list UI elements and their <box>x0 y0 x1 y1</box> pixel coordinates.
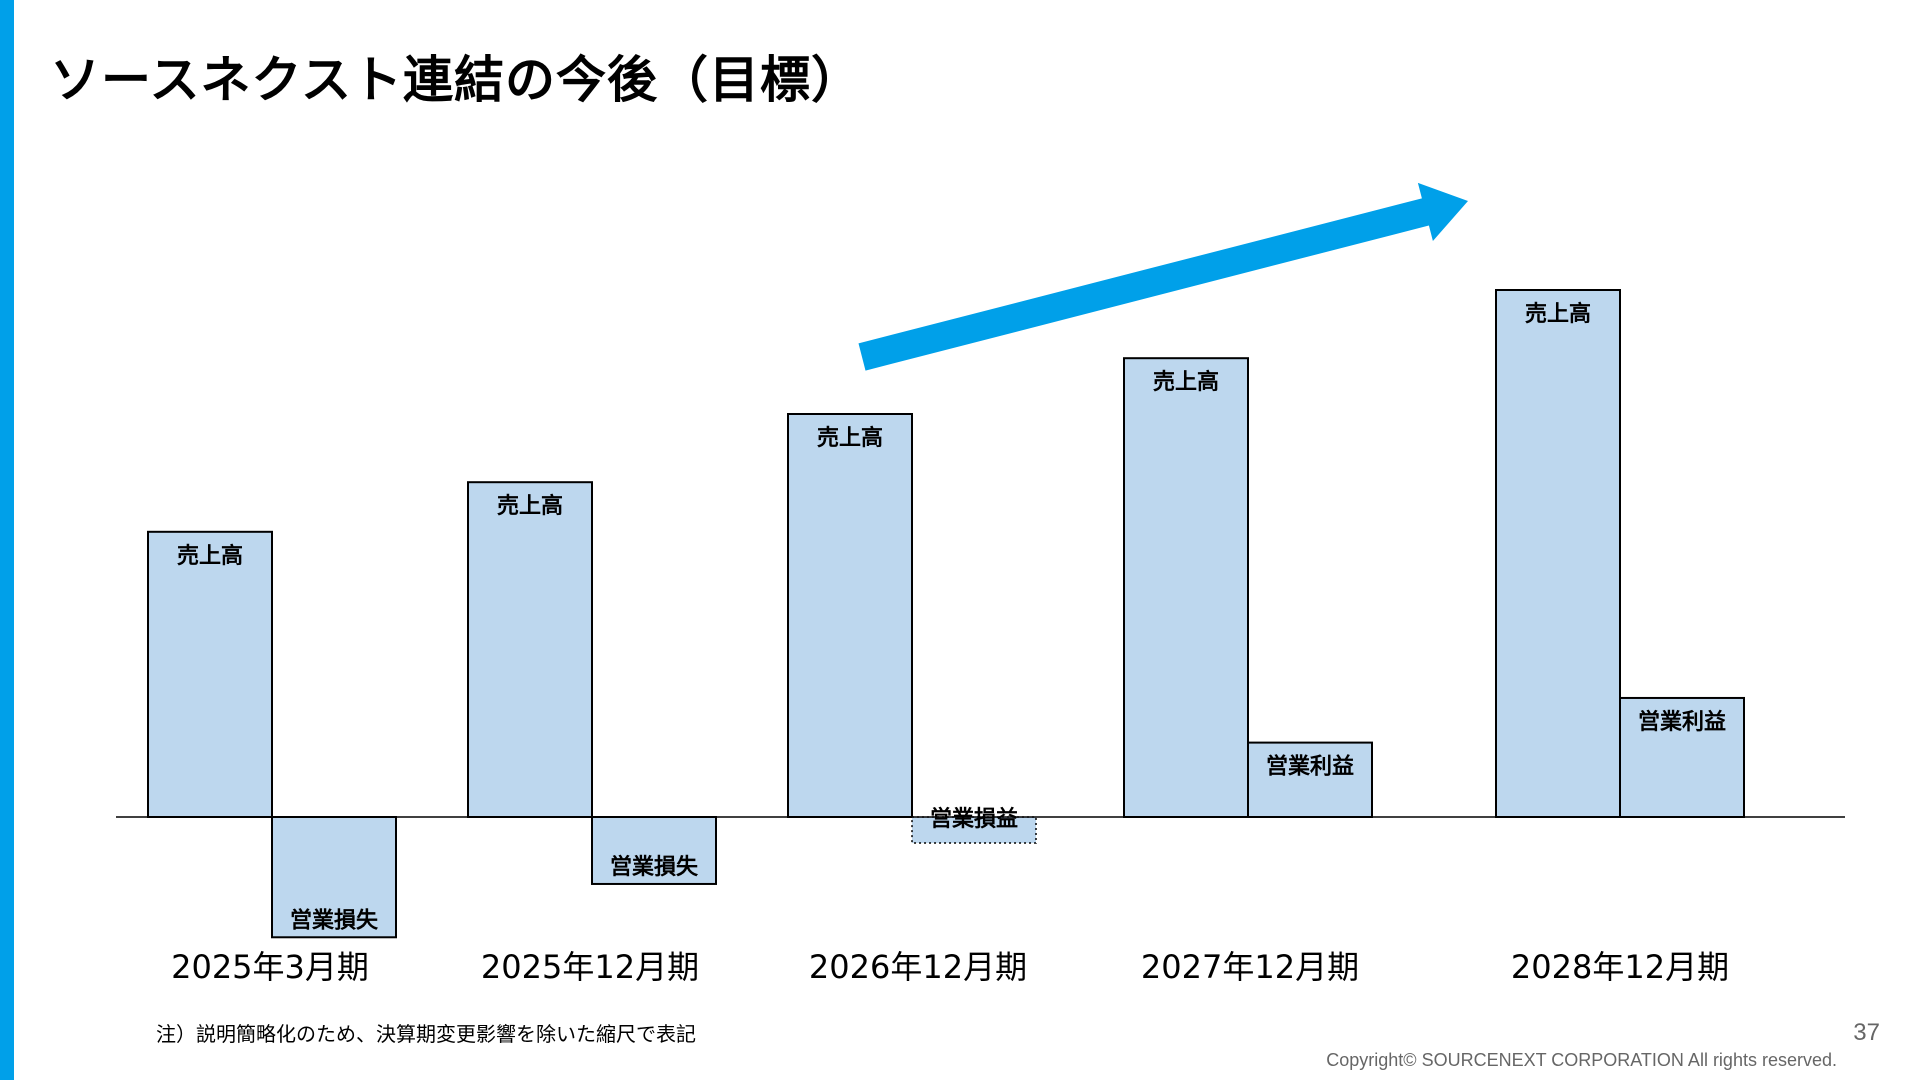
x-tick-label: 2026年12月期 <box>809 948 1027 986</box>
x-tick-label: 2027年12月期 <box>1141 948 1359 986</box>
x-tick-label: 2025年12月期 <box>481 948 699 986</box>
accent-stripe <box>0 0 14 1080</box>
operating-income-bar <box>271 816 397 939</box>
page-number: 37 <box>1853 1019 1880 1046</box>
revenue-bar <box>147 530 273 818</box>
revenue-bar-label: 売上高 <box>817 425 883 451</box>
growth-arrow <box>858 182 1468 371</box>
footnote: 注）説明簡略化のため、決算期変更影響を除いた縮尺で表記 <box>156 1022 696 1046</box>
revenue-bar-label: 売上高 <box>177 543 243 569</box>
operating-income-bar-label: 営業損失 <box>610 854 699 880</box>
revenue-bar-label: 売上高 <box>1525 301 1591 327</box>
operating-income-bar-label: 営業損益 <box>930 806 1018 832</box>
revenue-bar <box>1495 289 1621 818</box>
revenue-bar <box>467 481 593 818</box>
revenue-bar-label: 売上高 <box>497 493 563 519</box>
x-tick-label: 2025年3月期 <box>171 948 369 986</box>
page-title: ソースネクスト連結の今後（目標） <box>50 51 862 109</box>
revenue-bar-label: 売上高 <box>1153 369 1219 395</box>
revenue-bar <box>787 413 913 818</box>
operating-income-bar-label: 営業損失 <box>290 907 379 933</box>
x-tick-label: 2028年12月期 <box>1511 948 1729 986</box>
revenue-bar <box>1123 357 1249 818</box>
operating-income-bar <box>1247 741 1373 818</box>
operating-income-bar-label: 営業利益 <box>1638 709 1726 735</box>
operating-income-bar <box>1619 696 1745 819</box>
copyright-text: Copyright© SOURCENEXT CORPORATION All ri… <box>1326 1050 1837 1070</box>
operating-income-bar-label: 営業利益 <box>1266 754 1354 780</box>
